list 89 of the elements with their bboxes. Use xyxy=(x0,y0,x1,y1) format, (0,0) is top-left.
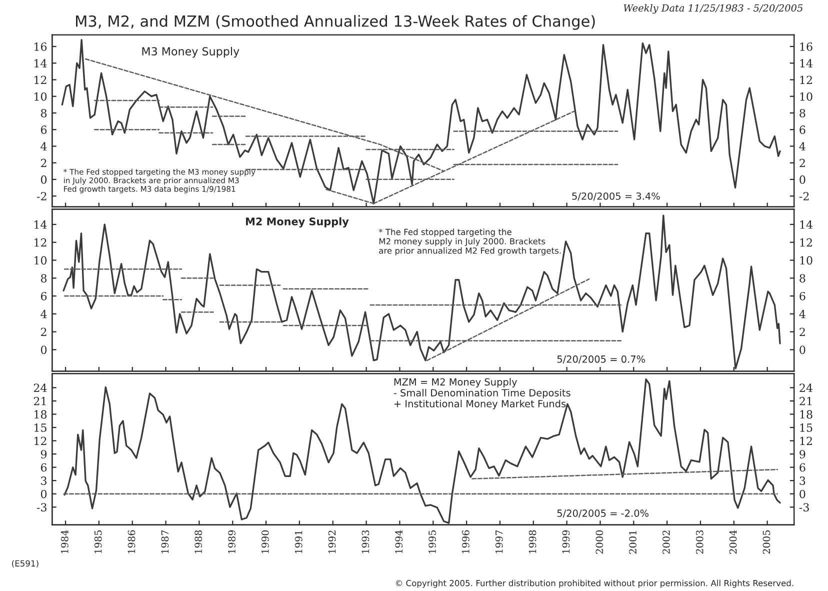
y-tick-label: 10 xyxy=(34,256,47,265)
y-tick-label: 6 xyxy=(40,126,47,134)
y-tick-label: 4 xyxy=(40,142,47,150)
x-tick-label: 1996 xyxy=(462,530,470,554)
x-tick-label: 1994 xyxy=(395,530,403,554)
y2-tick-label: 12 xyxy=(800,76,812,84)
annotation: 5/20/2005 = 0.7% xyxy=(557,355,645,364)
y-tick-label: 10 xyxy=(34,92,47,101)
x-tick-label: 1995 xyxy=(428,530,436,554)
y-tick-label: 6 xyxy=(40,463,47,472)
y2-tick-label: -3 xyxy=(799,503,809,512)
y2-tick-label: 0 xyxy=(800,490,806,498)
y-tick-label: 0 xyxy=(40,175,47,184)
y2-tick-label: 6 xyxy=(800,292,806,300)
x-tick-label: 2002 xyxy=(662,530,670,554)
annotation: 5/20/2005 = 3.4% xyxy=(572,192,660,201)
x-tick-label: 1984 xyxy=(61,530,68,554)
x-tick-label: 1987 xyxy=(161,530,169,554)
y-tick-label: 24 xyxy=(34,384,47,392)
y-tick-label: 14 xyxy=(34,59,47,68)
x-tick-label: 1999 xyxy=(562,530,570,554)
y-tick-label: 12 xyxy=(34,436,46,445)
y-tick-label: 0 xyxy=(40,346,47,354)
annotation: 5/20/2005 = -2.0% xyxy=(557,510,648,518)
y2-tick-label: 2 xyxy=(800,158,805,168)
y2-tick-label: 6 xyxy=(800,463,806,472)
y2-tick-label: 24 xyxy=(800,384,812,392)
x-tick-label: 2005 xyxy=(762,530,770,554)
y-tick-label: -3 xyxy=(36,503,46,512)
y-tick-label: 18 xyxy=(34,410,47,419)
x-tick-label: 1993 xyxy=(362,530,370,554)
y2-tick-label: 10 xyxy=(800,256,812,265)
y2-tick-label: 2 xyxy=(800,328,805,336)
x-tick-label: 2004 xyxy=(729,530,737,554)
y2-tick-label: 21 xyxy=(800,396,812,406)
y2-tick-label: 14 xyxy=(800,220,812,229)
y2-tick-label: 12 xyxy=(800,238,812,247)
y2-tick-label: 4 xyxy=(799,142,806,150)
annotation: * The Fed stopped targeting the M2 money supply in July 2000. Brackets are prior annualized M2 Fed growth targets. xyxy=(378,228,561,256)
x-tick-label: 2003 xyxy=(696,530,704,554)
y2-tick-label: 8 xyxy=(800,108,806,118)
y-tick-label: 14 xyxy=(34,220,47,229)
text: © Copyright 2005. Further distribution prohibited without prior permission. All Rights Reserved. xyxy=(396,580,794,588)
y-tick-label: 8 xyxy=(40,274,47,282)
x-tick-label: 1990 xyxy=(262,530,269,554)
y2-tick-label: 3 xyxy=(800,476,806,485)
y2-tick-label: 12 xyxy=(800,436,812,445)
y2-tick-label: 15 xyxy=(800,423,812,432)
text: (E591) xyxy=(12,560,38,568)
y2-tick-label: 14 xyxy=(800,59,812,68)
y-tick-label: 12 xyxy=(34,76,46,84)
y-tick-label: 9 xyxy=(40,450,47,458)
y-tick-label: 16 xyxy=(34,42,47,51)
y2-tick-label: 0 xyxy=(800,175,806,184)
x-tick-label: 1992 xyxy=(328,530,336,554)
y2-tick-label: 16 xyxy=(800,42,812,51)
y2-tick-label: 4 xyxy=(799,310,806,318)
y-tick-label: 0 xyxy=(40,490,47,498)
annotation: M3 Money Supply xyxy=(142,46,240,58)
x-tick-label: 1989 xyxy=(228,530,236,554)
chart-subtitle: Weekly Data 11/25/1983 - 5/20/2005 xyxy=(624,4,803,14)
x-tick-label: 1988 xyxy=(194,530,202,554)
annotation: MZM = M2 Money Supply - Small Denomination Time Deposits + Institutional Money Market Funds xyxy=(394,378,570,410)
y-tick-label: -2 xyxy=(36,192,46,200)
y-tick-label: 15 xyxy=(34,423,46,432)
y2-tick-label: 9 xyxy=(800,450,806,458)
chart-title: M3, M2, and MZM (Smoothed Annualized 13-Week Rates of Change) xyxy=(76,15,595,30)
y-tick-label: 2 xyxy=(40,158,46,168)
x-tick-label: 1998 xyxy=(528,530,536,554)
y-tick-label: 21 xyxy=(34,396,46,406)
annotation: M2 Money Supply xyxy=(246,217,349,228)
x-tick-label: 1997 xyxy=(495,530,503,554)
x-tick-label: 2001 xyxy=(629,531,636,554)
y-tick-label: 8 xyxy=(40,108,47,118)
x-tick-label: 2000 xyxy=(596,530,604,554)
y-tick-label: 12 xyxy=(34,238,46,247)
y-tick-label: 2 xyxy=(40,328,46,336)
y2-tick-label: 18 xyxy=(800,410,812,419)
y-tick-label: 4 xyxy=(40,310,47,318)
y2-tick-label: 0 xyxy=(800,346,806,354)
y2-tick-label: 8 xyxy=(800,274,806,282)
x-tick-label: 1986 xyxy=(128,530,136,554)
y2-tick-label: -2 xyxy=(799,192,809,200)
y-tick-label: 6 xyxy=(40,292,47,300)
y-tick-label: 3 xyxy=(41,476,46,485)
x-tick-label: 1985 xyxy=(94,530,102,554)
x-tick-label: 1991 xyxy=(294,531,302,554)
y2-tick-label: 6 xyxy=(800,126,806,134)
y2-tick-label: 10 xyxy=(800,92,812,101)
